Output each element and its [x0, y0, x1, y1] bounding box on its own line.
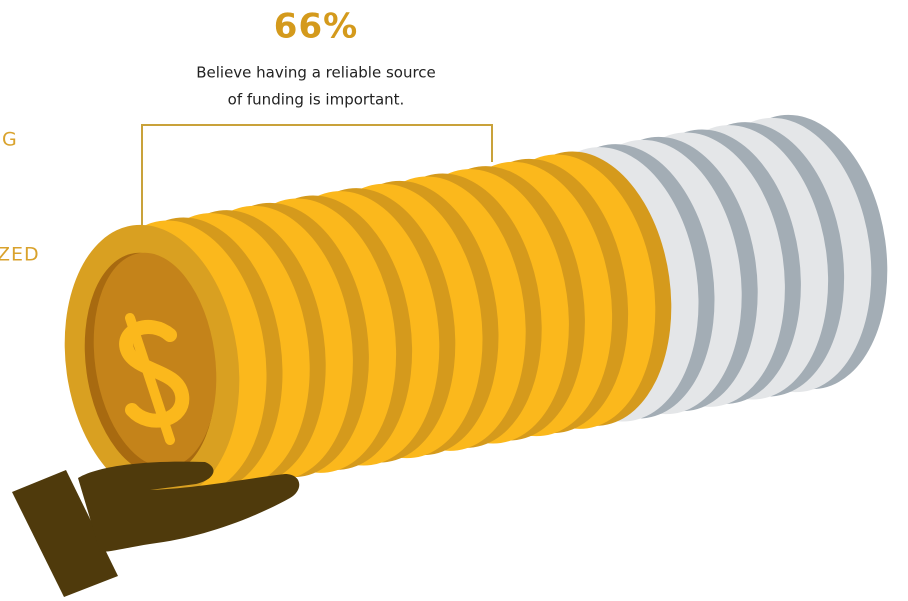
caption-line: of funding is important. — [228, 91, 405, 109]
coin-face — [64, 224, 240, 500]
bracket — [141, 124, 493, 226]
coin-stack — [91, 114, 888, 495]
hand — [12, 461, 300, 597]
caption-line: Believe having a reliable source — [196, 64, 436, 82]
stat: 66% — [274, 7, 358, 47]
side-label: ZED — [0, 244, 40, 266]
side-label: G — [2, 129, 18, 151]
